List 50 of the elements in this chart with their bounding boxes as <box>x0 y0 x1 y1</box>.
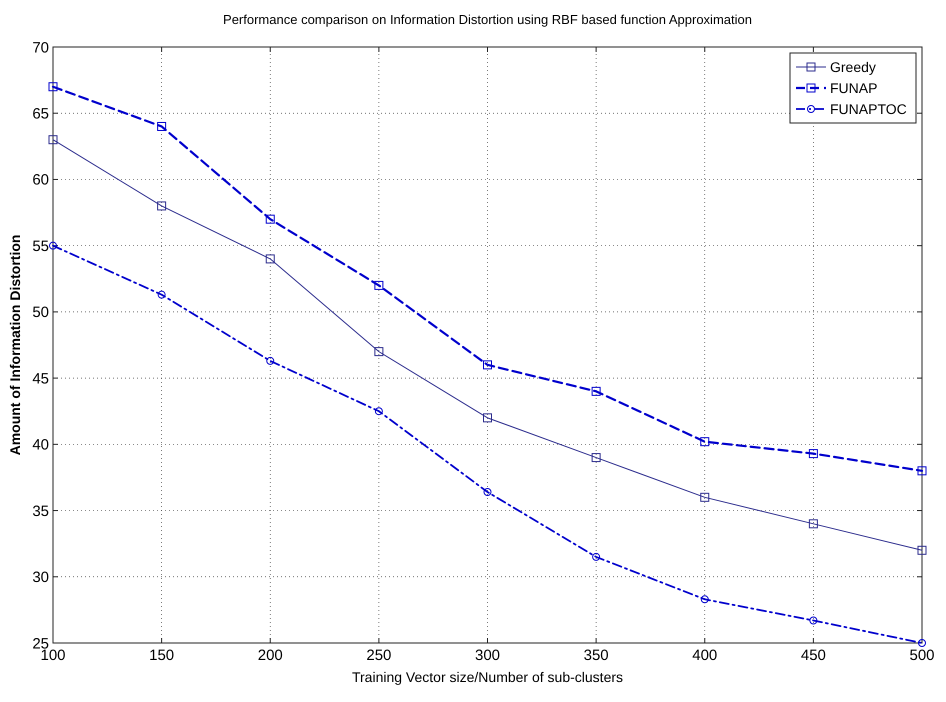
point <box>374 347 384 356</box>
point <box>592 453 601 462</box>
y-tick-label: 45 <box>32 370 49 388</box>
point <box>157 122 166 131</box>
point <box>266 356 274 365</box>
point <box>266 214 275 224</box>
point <box>808 449 818 458</box>
y-tick-label: 70 <box>32 39 49 56</box>
x-tick-label: 250 <box>366 647 392 664</box>
x-tick-label: 350 <box>584 647 609 664</box>
chart-title: Performance comparison on Information Distortion using RBF based function Approximation <box>223 12 752 27</box>
point <box>266 254 275 264</box>
y-tick-label: 65 <box>32 105 49 122</box>
point <box>374 280 384 290</box>
legend-label: FUNAPTOC <box>830 100 907 117</box>
point <box>483 360 492 370</box>
x-tick-label: 300 <box>474 647 500 664</box>
point <box>48 82 58 92</box>
point <box>918 639 926 647</box>
point <box>592 386 601 396</box>
point <box>158 290 166 299</box>
y-tick-label: 35 <box>32 502 49 520</box>
legend-label: Greedy <box>830 58 876 75</box>
y-tick-label: 55 <box>32 238 49 255</box>
point <box>157 201 166 210</box>
y-tick-label: 50 <box>32 304 49 322</box>
point <box>700 492 710 502</box>
x-tick-label: 400 <box>692 647 718 664</box>
y-tick-label: 60 <box>32 172 49 189</box>
x-tick-label: 450 <box>800 647 826 664</box>
legend-label: FUNAP <box>830 80 878 96</box>
point <box>592 552 600 561</box>
point <box>484 488 492 496</box>
x-tick-label: 200 <box>258 647 283 664</box>
point <box>808 519 818 528</box>
x-axis-title: Training Vector size/Number of sub-clusters <box>352 669 624 685</box>
x-tick-label: 150 <box>149 647 174 664</box>
point <box>918 546 926 555</box>
point <box>700 595 709 604</box>
point <box>918 466 926 476</box>
point <box>48 135 58 144</box>
point <box>49 242 57 250</box>
point <box>483 413 492 422</box>
point <box>700 437 710 446</box>
x-tick-label: 500 <box>909 647 935 664</box>
point <box>374 407 383 416</box>
y-tick-label: 30 <box>32 569 49 586</box>
y-axis-title: Amount of Information Distortion <box>7 234 23 456</box>
y-tick-label: 40 <box>32 436 49 454</box>
point <box>809 616 818 624</box>
